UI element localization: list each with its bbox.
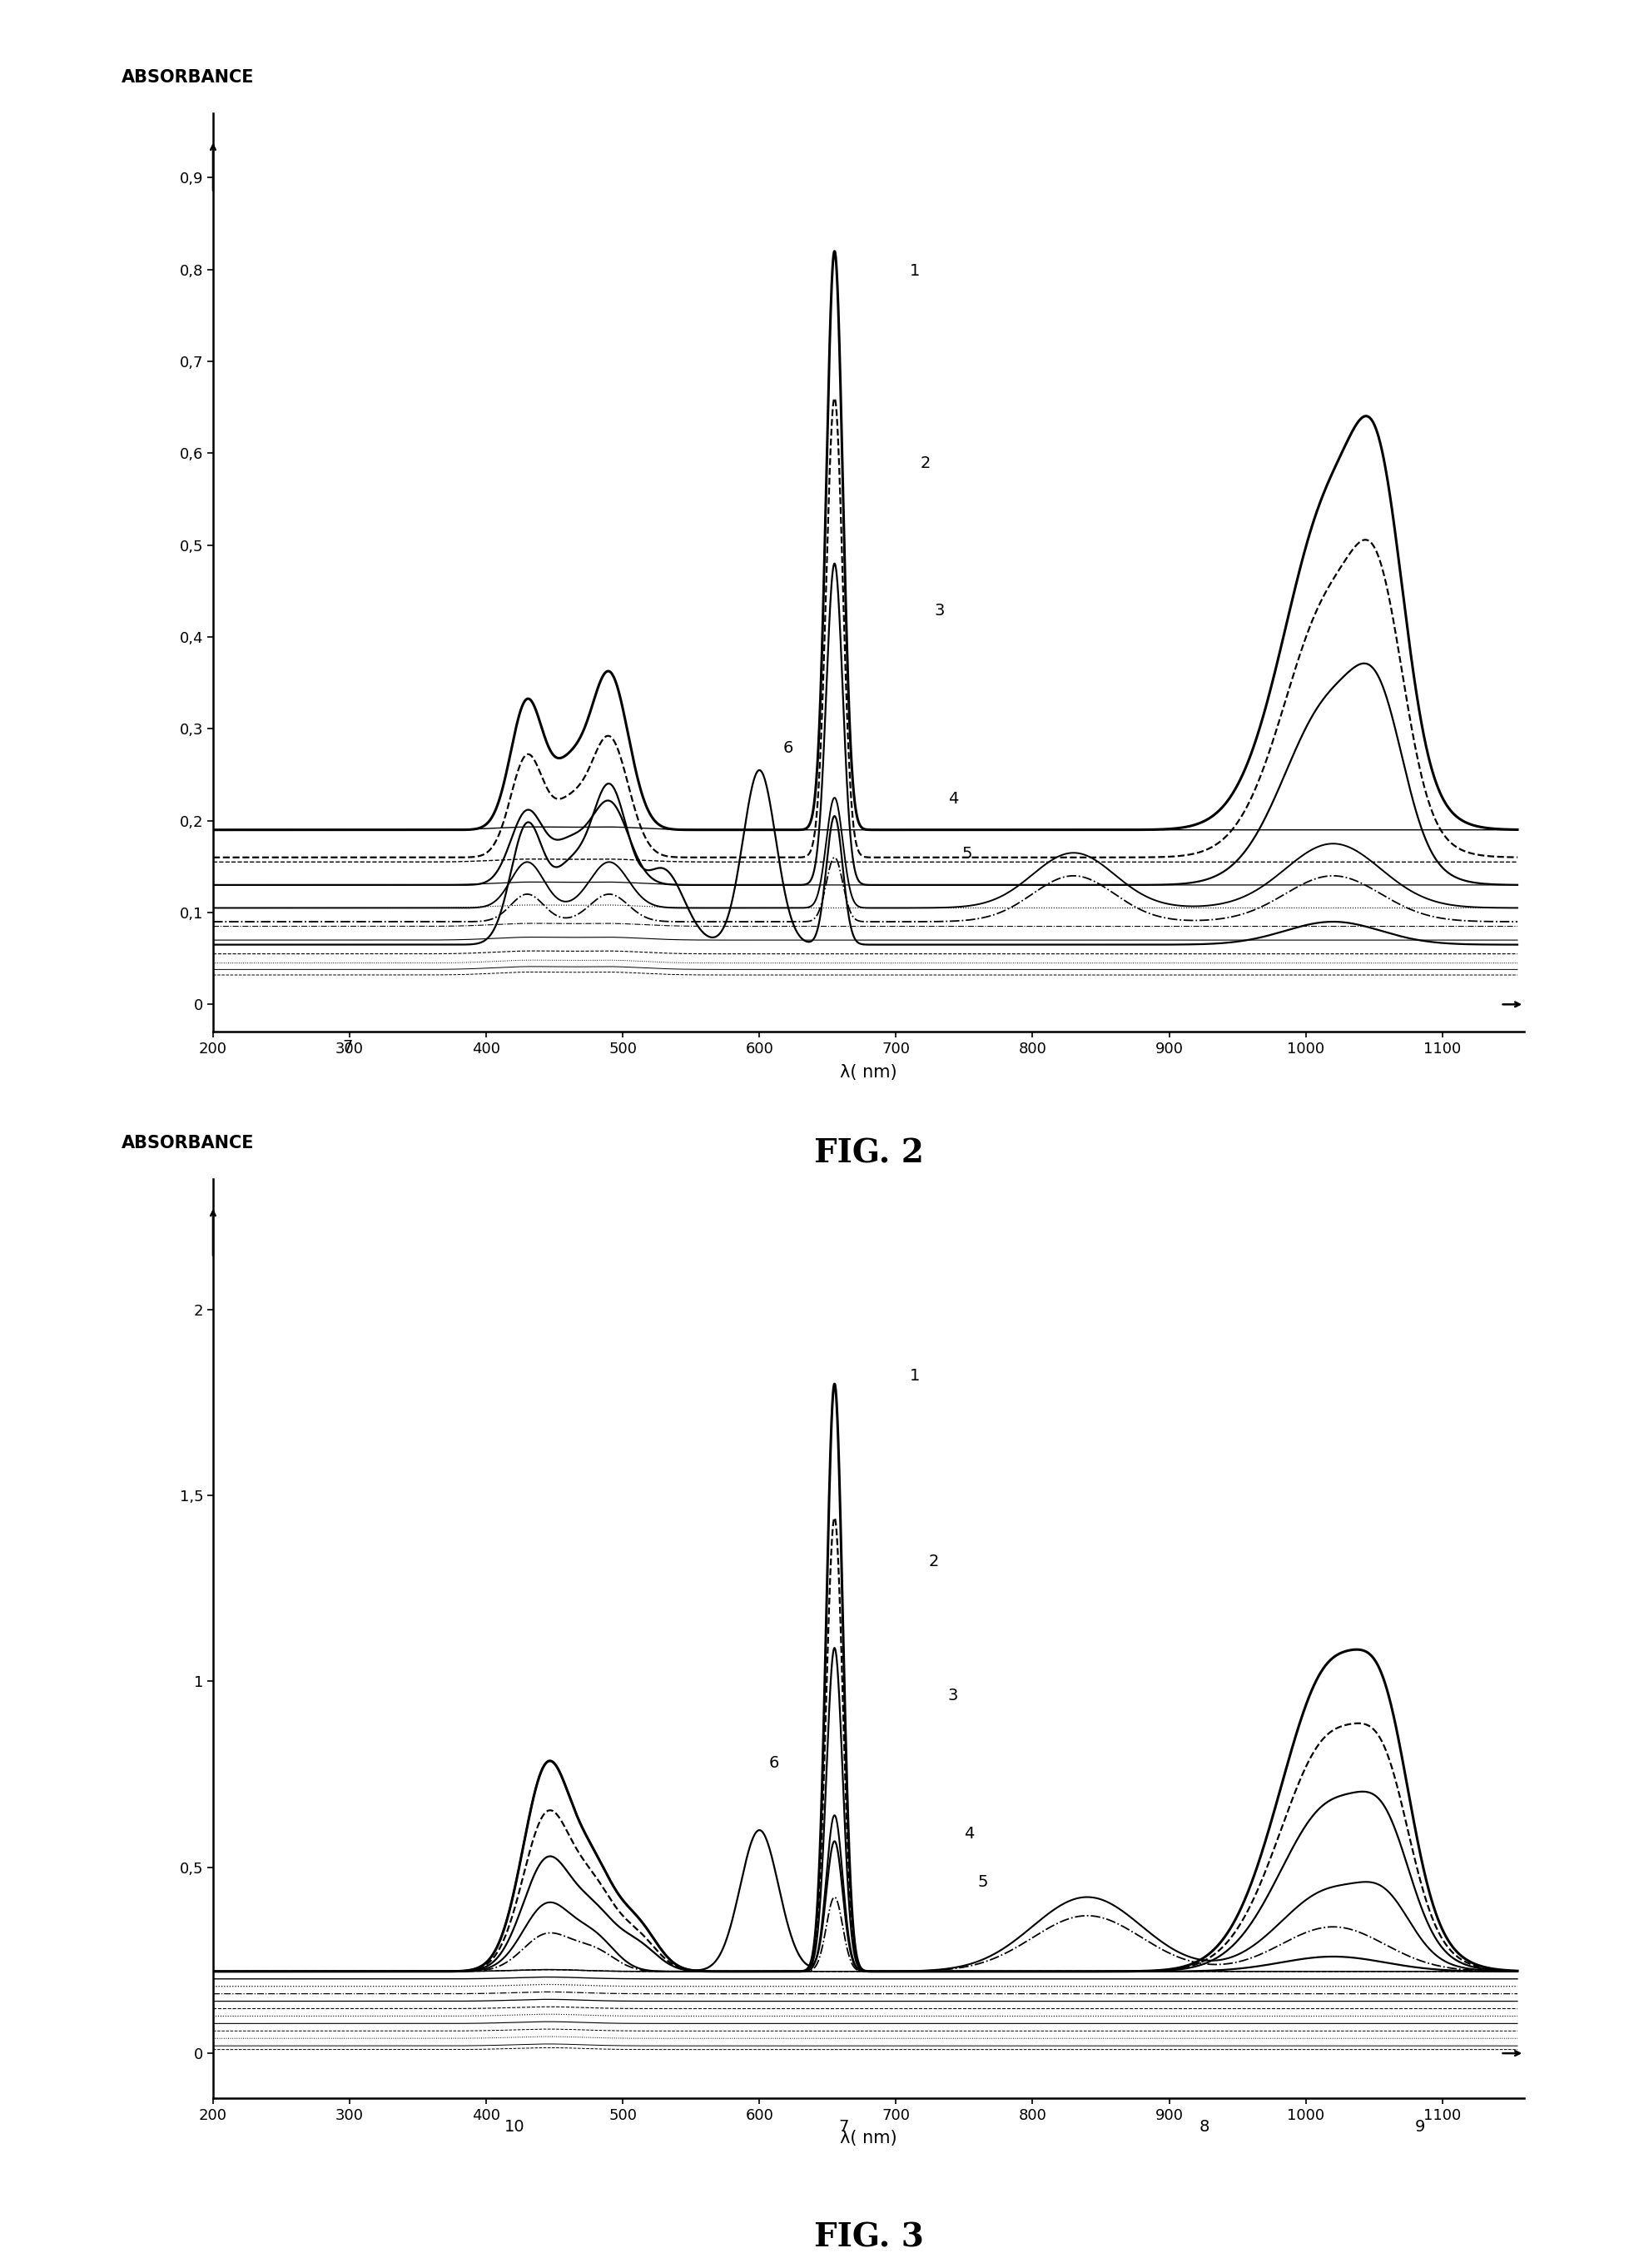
Text: ABSORBANCE: ABSORBANCE [121,1136,254,1152]
Text: 4: 4 [964,1826,975,1842]
Text: 1: 1 [910,263,919,279]
Text: FIG. 2: FIG. 2 [815,1139,923,1170]
Text: 6: 6 [769,1755,779,1771]
Text: 3: 3 [947,1687,959,1703]
X-axis label: λ( nm): λ( nm) [841,1064,897,1080]
Text: 1: 1 [910,1368,919,1383]
Text: 5: 5 [978,1873,988,1889]
Text: 10: 10 [505,2118,524,2134]
Text: 2: 2 [921,456,931,472]
Text: 5: 5 [962,846,972,862]
Text: 2: 2 [929,1554,939,1569]
Text: 4: 4 [947,792,959,807]
Text: 7: 7 [343,1039,352,1055]
Text: 3: 3 [934,603,944,619]
Text: FIG. 3: FIG. 3 [815,2223,923,2254]
Text: 7: 7 [839,2118,849,2134]
Text: 9: 9 [1414,2118,1426,2134]
X-axis label: λ( nm): λ( nm) [841,2130,897,2146]
Text: 6: 6 [783,742,793,755]
Text: 8: 8 [1200,2118,1210,2134]
Text: ABSORBANCE: ABSORBANCE [121,70,254,86]
